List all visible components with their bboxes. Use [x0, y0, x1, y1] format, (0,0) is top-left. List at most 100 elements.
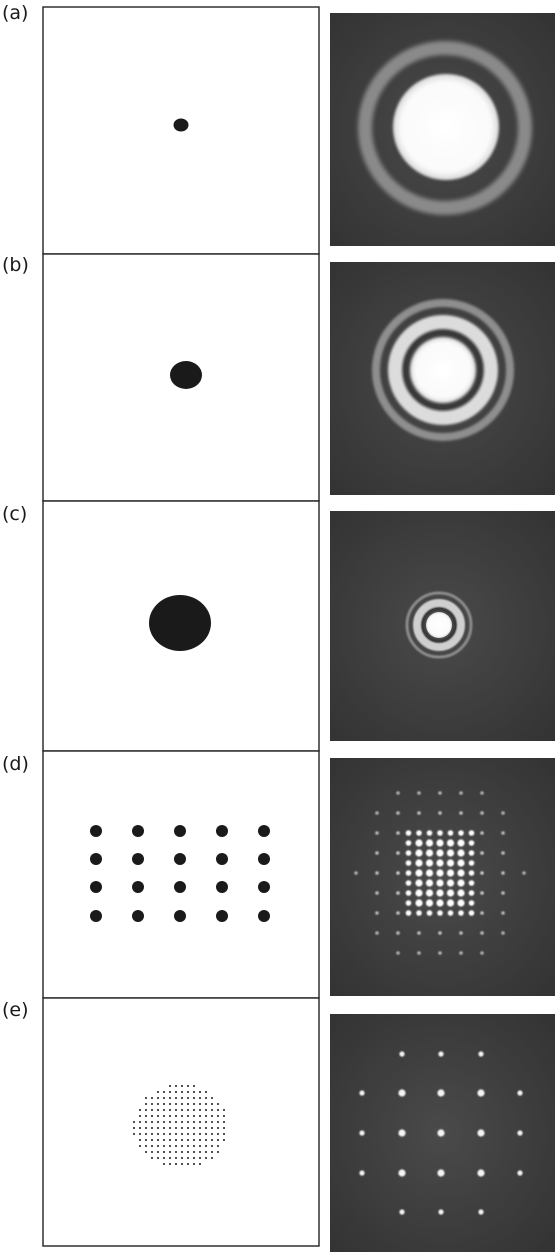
fine-dot [199, 1121, 201, 1123]
diffraction-spot [457, 889, 465, 897]
diffraction-spot [375, 891, 379, 895]
fine-dot [193, 1157, 195, 1159]
fine-dot [211, 1097, 213, 1099]
fine-dot [169, 1133, 171, 1135]
diffraction-spot [446, 849, 455, 857]
diffraction-spot [436, 889, 444, 897]
fine-dot [139, 1133, 141, 1135]
fine-dot [187, 1109, 189, 1111]
diffraction-spot [425, 859, 434, 867]
fine-dot [157, 1109, 159, 1111]
fine-dot [223, 1121, 225, 1123]
diffraction-spot [436, 899, 444, 907]
fine-dot [163, 1163, 165, 1165]
fine-dot [139, 1109, 141, 1111]
diffraction-spot [415, 849, 423, 857]
fine-dot [181, 1115, 183, 1117]
fine-dot [151, 1121, 153, 1123]
fine-dot [145, 1145, 147, 1147]
fine-dot [157, 1091, 159, 1093]
fine-dot [175, 1151, 177, 1153]
fine-dot [163, 1127, 165, 1129]
diffraction-spot [501, 831, 505, 835]
diffraction-spot [436, 879, 444, 887]
fine-dot [205, 1091, 207, 1093]
fine-dot [175, 1133, 177, 1135]
lattice-spot [398, 1129, 406, 1137]
diffraction-spot [446, 889, 455, 897]
fine-dot [145, 1127, 147, 1129]
fine-dot [193, 1133, 195, 1135]
diffraction-spot [375, 811, 379, 815]
fine-dot [217, 1103, 219, 1105]
fine-dot [145, 1121, 147, 1123]
diffraction-spot [415, 899, 423, 907]
fine-dot [211, 1115, 213, 1117]
fine-dot [217, 1145, 219, 1147]
diffraction-spot [396, 891, 400, 895]
hole [174, 853, 186, 865]
diffraction-spot [425, 869, 434, 877]
fine-dot [205, 1151, 207, 1153]
diffraction-spot [446, 879, 455, 887]
diffraction-spot [446, 859, 455, 867]
fine-dot [211, 1121, 213, 1123]
dark-ring-b [404, 331, 482, 409]
dark-ring-c [421, 607, 457, 643]
fine-dot [175, 1145, 177, 1147]
diffraction-spot [425, 849, 434, 857]
lattice-spot [399, 1209, 405, 1215]
diffraction-spot [375, 831, 379, 835]
diffraction-spot [426, 910, 433, 916]
fine-dot [181, 1121, 183, 1123]
pattern-panel-d [330, 758, 555, 996]
fine-dot [163, 1139, 165, 1141]
diffraction-spot [446, 839, 455, 847]
diffraction-spot [354, 871, 358, 875]
fine-dot [139, 1127, 141, 1129]
diffraction-spot [416, 910, 422, 916]
hole [258, 881, 270, 893]
fine-dot [205, 1157, 207, 1159]
fine-dot [193, 1163, 195, 1165]
fine-dot [211, 1133, 213, 1135]
fine-dot [217, 1115, 219, 1117]
diffraction-spot [480, 911, 484, 915]
fine-dot [163, 1109, 165, 1111]
fine-dot [151, 1139, 153, 1141]
fine-dot [199, 1145, 201, 1147]
fine-dot [175, 1163, 177, 1165]
hole [216, 825, 228, 837]
diffraction-spot [468, 900, 475, 906]
diffraction-spot [468, 830, 475, 836]
fine-dot [187, 1139, 189, 1141]
fine-dot [199, 1151, 201, 1153]
fine-dot [175, 1139, 177, 1141]
fine-dot-array [133, 1085, 225, 1165]
fine-dot [181, 1133, 183, 1135]
diffraction-spot [457, 839, 465, 847]
diffraction-spot [375, 911, 379, 915]
fine-dot [139, 1139, 141, 1141]
fine-dot [175, 1121, 177, 1123]
fine-dot [145, 1109, 147, 1111]
fine-dot [205, 1127, 207, 1129]
fine-dot [193, 1151, 195, 1153]
fine-dot [187, 1151, 189, 1153]
fine-dot [205, 1133, 207, 1135]
hole [90, 853, 102, 865]
fine-dot [187, 1133, 189, 1135]
diffraction-spot [405, 900, 412, 906]
fine-dot [199, 1139, 201, 1141]
diffraction-spot [436, 869, 444, 877]
fine-dot [139, 1145, 141, 1147]
diffraction-spot [468, 860, 475, 866]
diffraction-spot [396, 951, 400, 955]
fine-dot [217, 1151, 219, 1153]
fine-dot [187, 1085, 189, 1087]
fine-dot [169, 1157, 171, 1159]
diffraction-spot [425, 879, 434, 887]
lattice-spot [437, 1089, 445, 1097]
diffraction-spot [415, 869, 423, 877]
